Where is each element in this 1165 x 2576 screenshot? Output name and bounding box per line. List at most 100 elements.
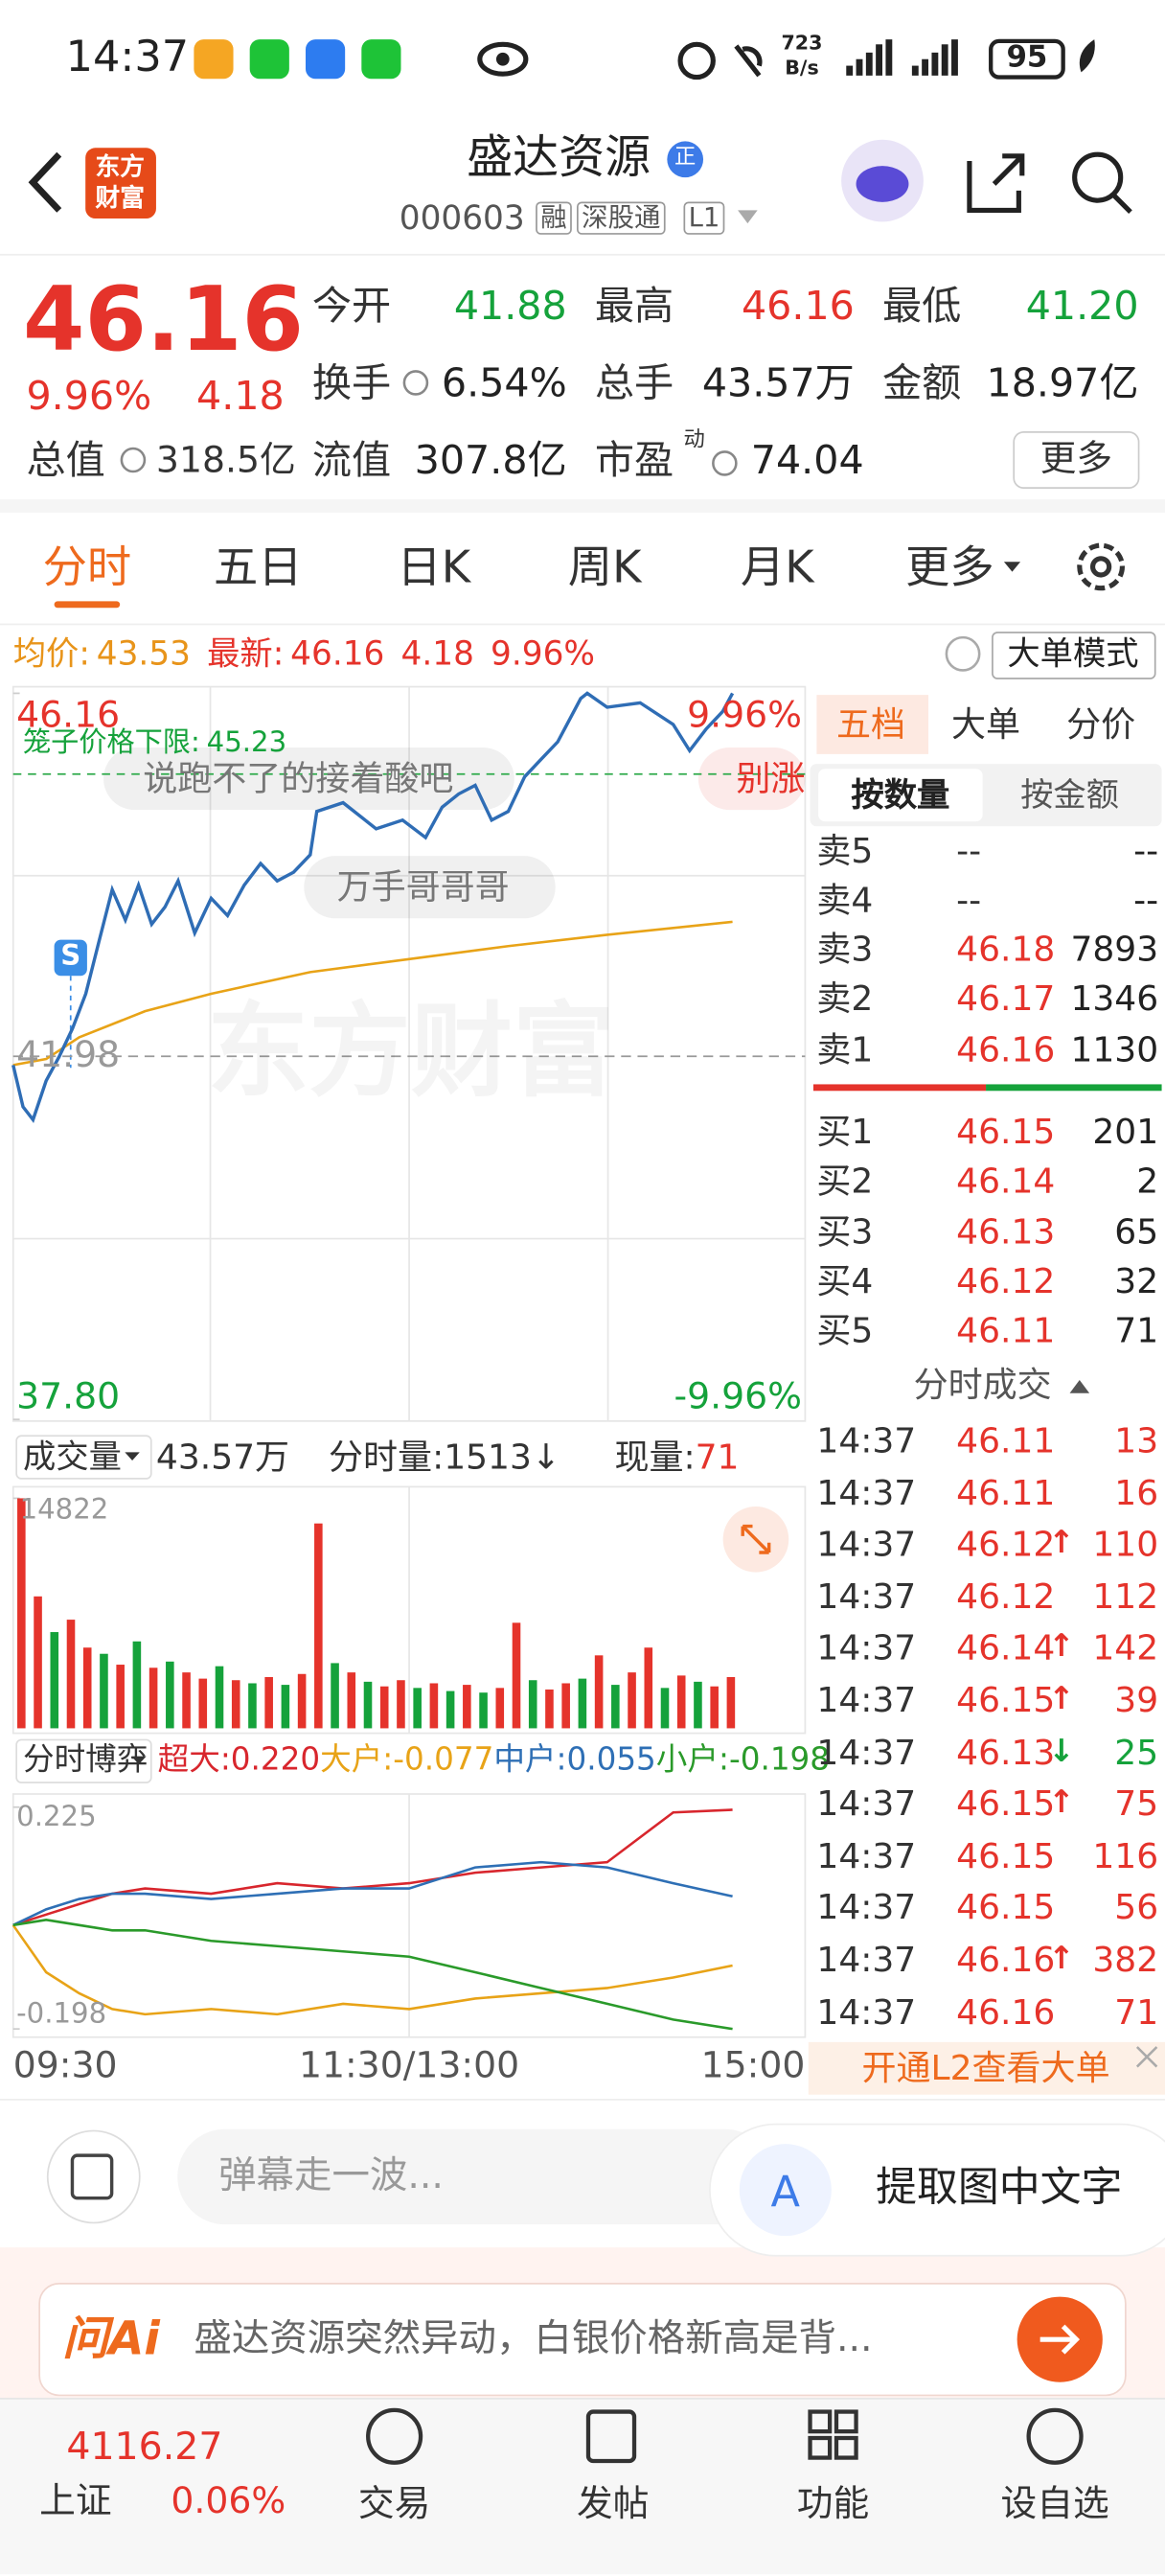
mode-button[interactable]: 大单模式 [1007,632,1139,674]
current-volume: 71 [695,1437,740,1478]
field-label: 市盈 [594,437,674,484]
chart-marks [11,691,806,2031]
book-volume: 2 [1136,1161,1159,1202]
book-volume: -- [1133,880,1159,920]
trade-volume: 56 [1114,1888,1159,1928]
status-time: 14:37 [65,33,190,82]
book-tab[interactable]: 分价 [1066,704,1136,745]
tab[interactable]: 周K [567,542,642,594]
tab[interactable]: 日K [397,542,471,594]
book-price: 46.12 [956,1261,1056,1301]
search-icon[interactable] [1072,151,1132,214]
avg-label: 均价: [12,632,90,674]
tab[interactable]: 月K [740,542,814,594]
latest-label: 最新: [207,632,285,674]
trade-time: 14:37 [816,1420,917,1460]
legend-value: 0.220 [230,1741,321,1778]
ai-box[interactable] [38,2283,1127,2397]
trade-volume: 71 [1114,1991,1159,2032]
trades-title: 分时成交 [913,1365,1052,1405]
stock-tag: 深股通 [576,201,666,236]
book-price: 46.18 [956,930,1056,970]
more-button[interactable]: 更多 [1039,439,1113,481]
l2-banner[interactable]: 开通L2查看大单 [861,2048,1110,2088]
nav-item[interactable]: 交易 [357,2484,431,2526]
change-pct: 9.96% [26,373,152,420]
trade-arrow: ↑ [1048,1940,1075,1977]
nav-item[interactable]: 功能 [796,2484,870,2526]
trade-price: 46.15 [956,1888,1056,1928]
volume-bar [264,1676,273,1729]
book-price: 46.15 [956,1112,1056,1152]
ai-text[interactable]: 盛达资源突然异动，白银价格新高是背... [194,2317,873,2361]
change: 4.18 [196,373,285,420]
input-placeholder[interactable]: 弹幕走一波... [218,2154,444,2198]
tab[interactable]: 更多 [905,542,994,594]
legend-value: -0.077 [393,1741,494,1778]
trade-volume: 382 [1092,1940,1159,1980]
ocr-button[interactable]: 提取图中文字 [876,2163,1123,2211]
volume-bar [676,1675,686,1729]
tab[interactable]: 分时 [42,542,132,594]
volume-bar [495,1688,505,1729]
price-line [11,691,735,1124]
nav-item[interactable]: 设自选 [1000,2484,1109,2526]
trade-time: 14:37 [816,1888,917,1928]
danmaku: 万手哥哥哥 [336,867,510,908]
badge [667,141,704,178]
ocr-popup[interactable] [709,2123,1165,2257]
trade-arrow: ↑ [1048,1525,1075,1562]
latest-pct: 9.96% [491,632,596,674]
share-icon[interactable] [967,153,1025,214]
trade-price: 46.11 [956,1472,1056,1513]
book-tab[interactable]: 大单 [951,704,1021,745]
volume-bar [331,1663,339,1729]
trade-volume: 75 [1114,1783,1159,1825]
input-box[interactable] [177,2128,773,2225]
current-label: 现量: [614,1437,696,1478]
legend-name: 中户: [493,1741,567,1778]
legend-name: 大户: [320,1741,394,1778]
time-label: 11:30/13:00 [298,2045,520,2087]
more-box[interactable] [1013,431,1140,490]
volume-bar [50,1632,59,1729]
field-value: 46.16 [741,283,855,330]
tab[interactable]: 五日 [213,542,303,594]
trade-arrow: ↑ [1048,1784,1075,1821]
flow-line [12,1808,733,1927]
flow-label: 分时博弈 [23,1741,148,1778]
flow-tick-label: 0.225 [16,1801,97,1834]
stock-tag: L1 [683,201,725,236]
minute-volume: 分时量:1513↓ [329,1437,561,1478]
net-speed: 723 [781,31,823,55]
nav-item[interactable]: 发帖 [576,2484,650,2526]
back-icon[interactable] [28,151,62,213]
book-mode[interactable]: 按金额 [1020,774,1119,815]
volume-bar [314,1523,323,1729]
volume-bar [528,1680,537,1729]
svg-text:A: A [771,2167,801,2217]
trade-volume: 110 [1092,1525,1159,1565]
stock-title: 盛达资源 [467,129,651,184]
volume-bar [100,1653,108,1729]
volume-bar [463,1685,471,1729]
trade-volume: 13 [1114,1420,1159,1460]
volume-bar [148,1668,158,1729]
volume-bar [429,1683,439,1729]
flow-tick-label: -0.198 [16,1997,107,2032]
trade-price: 46.15 [956,1836,1056,1876]
volume-bar [644,1647,653,1729]
field-value: 307.8亿 [414,437,567,484]
total-value: 318.5亿 [155,441,296,482]
flow-line [12,1860,733,1926]
book-tab[interactable]: 五档 [835,704,906,745]
mode-box[interactable] [992,632,1156,679]
settings-icon[interactable] [1077,542,1125,591]
field-value: 41.88 [453,283,567,330]
volume-bar [215,1666,224,1729]
book-mode[interactable]: 按数量 [851,774,950,815]
volume-bar [660,1688,670,1729]
trade-volume: 39 [1114,1680,1159,1720]
